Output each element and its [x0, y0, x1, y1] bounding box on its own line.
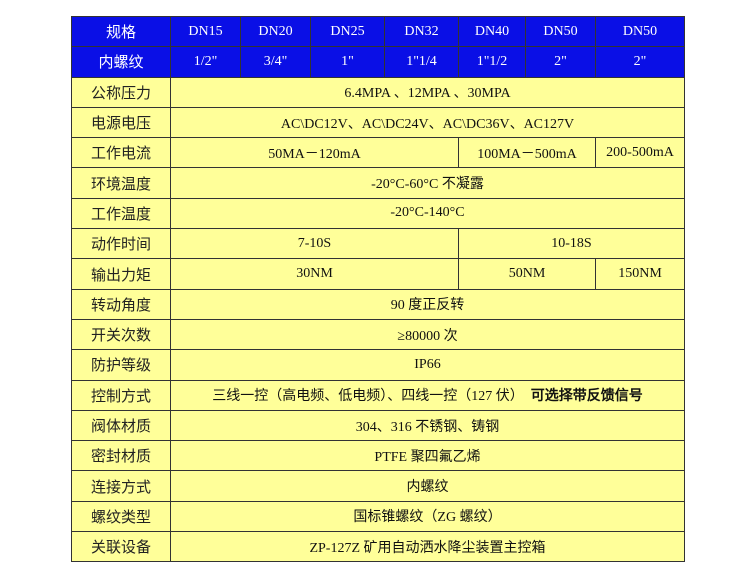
- row-label: 公称压力: [71, 76, 171, 108]
- row-value: 90 度正反转: [170, 288, 685, 320]
- row-voltage: 电源电压 AC\DC12V、AC\DC24V、AC\DC36V、AC127V: [71, 106, 685, 139]
- row-action-time: 动作时间 7-10S 10-18S: [71, 228, 685, 260]
- header-row-size: 规格 DN15 DN20 DN25 DN32 DN40 DN50 DN50: [71, 15, 685, 48]
- row-value: 6.4MPA 、12MPA 、30MPA: [170, 76, 685, 108]
- feedback-note: 可选择带反馈信号: [530, 388, 643, 405]
- row-label: 螺纹类型: [71, 500, 171, 533]
- header-cell: DN40: [458, 15, 526, 48]
- row-value: IP66: [170, 349, 685, 381]
- row-current: 工作电流 50MA－120mA 100MA－500mA 200-500mA: [71, 137, 685, 169]
- row-label: 防护等级: [71, 349, 171, 381]
- row-label: 工作温度: [71, 197, 171, 230]
- row-pressure: 公称压力 6.4MPA 、12MPA 、30MPA: [71, 76, 685, 108]
- row-label: 关联设备: [71, 531, 171, 563]
- row-value: 内螺纹: [170, 470, 685, 502]
- header-cell: DN50: [525, 15, 596, 48]
- row-cycles: 开关次数 ≥80000 次: [71, 318, 685, 351]
- row-value: 50NM: [458, 258, 596, 290]
- row-label: 电源电压: [71, 106, 171, 139]
- row-thread-type: 螺纹类型 国标锥螺纹（ZG 螺纹）: [71, 500, 685, 533]
- row-label: 输出力矩: [71, 258, 171, 290]
- header-label: 内螺纹: [71, 46, 171, 78]
- row-value: 200-500mA: [595, 137, 685, 169]
- row-label: 工作电流: [71, 137, 171, 169]
- header-cell: DN25: [310, 15, 385, 48]
- row-ambient-temp: 环境温度 -20°C-60°C 不凝露: [71, 167, 685, 199]
- row-control: 控制方式 三线一控（高电频、低电频）、四线一控（127 伏） 可选择带反馈信号: [71, 379, 685, 411]
- row-value: 50MA－120mA: [170, 137, 459, 169]
- row-label: 连接方式: [71, 470, 171, 502]
- header-cell: 1": [310, 46, 385, 78]
- row-label: 控制方式: [71, 379, 171, 411]
- row-value: ZP-127Z 矿用自动洒水降尘装置主控箱: [170, 531, 685, 563]
- row-value: 国标锥螺纹（ZG 螺纹）: [170, 500, 685, 533]
- row-seal-material: 密封材质 PTFE 聚四氟乙烯: [71, 440, 685, 472]
- header-cell: DN50: [595, 15, 685, 48]
- header-cell: DN20: [240, 15, 311, 48]
- row-angle: 转动角度 90 度正反转: [71, 288, 685, 320]
- row-value: 150NM: [595, 258, 685, 290]
- spec-table: 规格 DN15 DN20 DN25 DN32 DN40 DN50 DN50 内螺…: [71, 15, 685, 563]
- header-cell: DN32: [384, 15, 459, 48]
- row-value: 10-18S: [458, 228, 685, 260]
- row-value: 三线一控（高电频、低电频）、四线一控（127 伏） 可选择带反馈信号: [170, 379, 685, 411]
- row-connection: 连接方式 内螺纹: [71, 470, 685, 502]
- header-row-thread: 内螺纹 1/2" 3/4" 1" 1"1/4 1"1/2 2" 2": [71, 46, 685, 78]
- row-value: PTFE 聚四氟乙烯: [170, 440, 685, 472]
- row-value: 100MA－500mA: [458, 137, 596, 169]
- header-cell: 1"1/4: [384, 46, 459, 78]
- header-cell: 1"1/2: [458, 46, 526, 78]
- header-cell: DN15: [170, 15, 241, 48]
- header-cell: 2": [595, 46, 685, 78]
- row-value: 30NM: [170, 258, 459, 290]
- header-cell: 2": [525, 46, 596, 78]
- row-label: 开关次数: [71, 318, 171, 351]
- row-work-temp: 工作温度 -20°C-140°C: [71, 197, 685, 230]
- control-text: 三线一控（高电频、低电频）、四线一控（127 伏）: [212, 389, 524, 405]
- row-related-device: 关联设备 ZP-127Z 矿用自动洒水降尘装置主控箱: [71, 531, 685, 563]
- row-value: 304、316 不锈钢、铸钢: [170, 409, 685, 442]
- row-value: -20°C-60°C 不凝露: [170, 167, 685, 199]
- row-protection: 防护等级 IP66: [71, 349, 685, 381]
- header-label: 规格: [71, 15, 171, 48]
- row-label: 密封材质: [71, 440, 171, 472]
- row-label: 环境温度: [71, 167, 171, 199]
- row-value: -20°C-140°C: [170, 197, 685, 230]
- row-value: ≥80000 次: [170, 318, 685, 351]
- header-cell: 3/4": [240, 46, 311, 78]
- row-label: 转动角度: [71, 288, 171, 320]
- row-body-material: 阀体材质 304、316 不锈钢、铸钢: [71, 409, 685, 442]
- row-value: AC\DC12V、AC\DC24V、AC\DC36V、AC127V: [170, 106, 685, 139]
- row-label: 阀体材质: [71, 409, 171, 442]
- row-label: 动作时间: [71, 228, 171, 260]
- header-cell: 1/2": [170, 46, 241, 78]
- row-torque: 输出力矩 30NM 50NM 150NM: [71, 258, 685, 290]
- row-value: 7-10S: [170, 228, 459, 260]
